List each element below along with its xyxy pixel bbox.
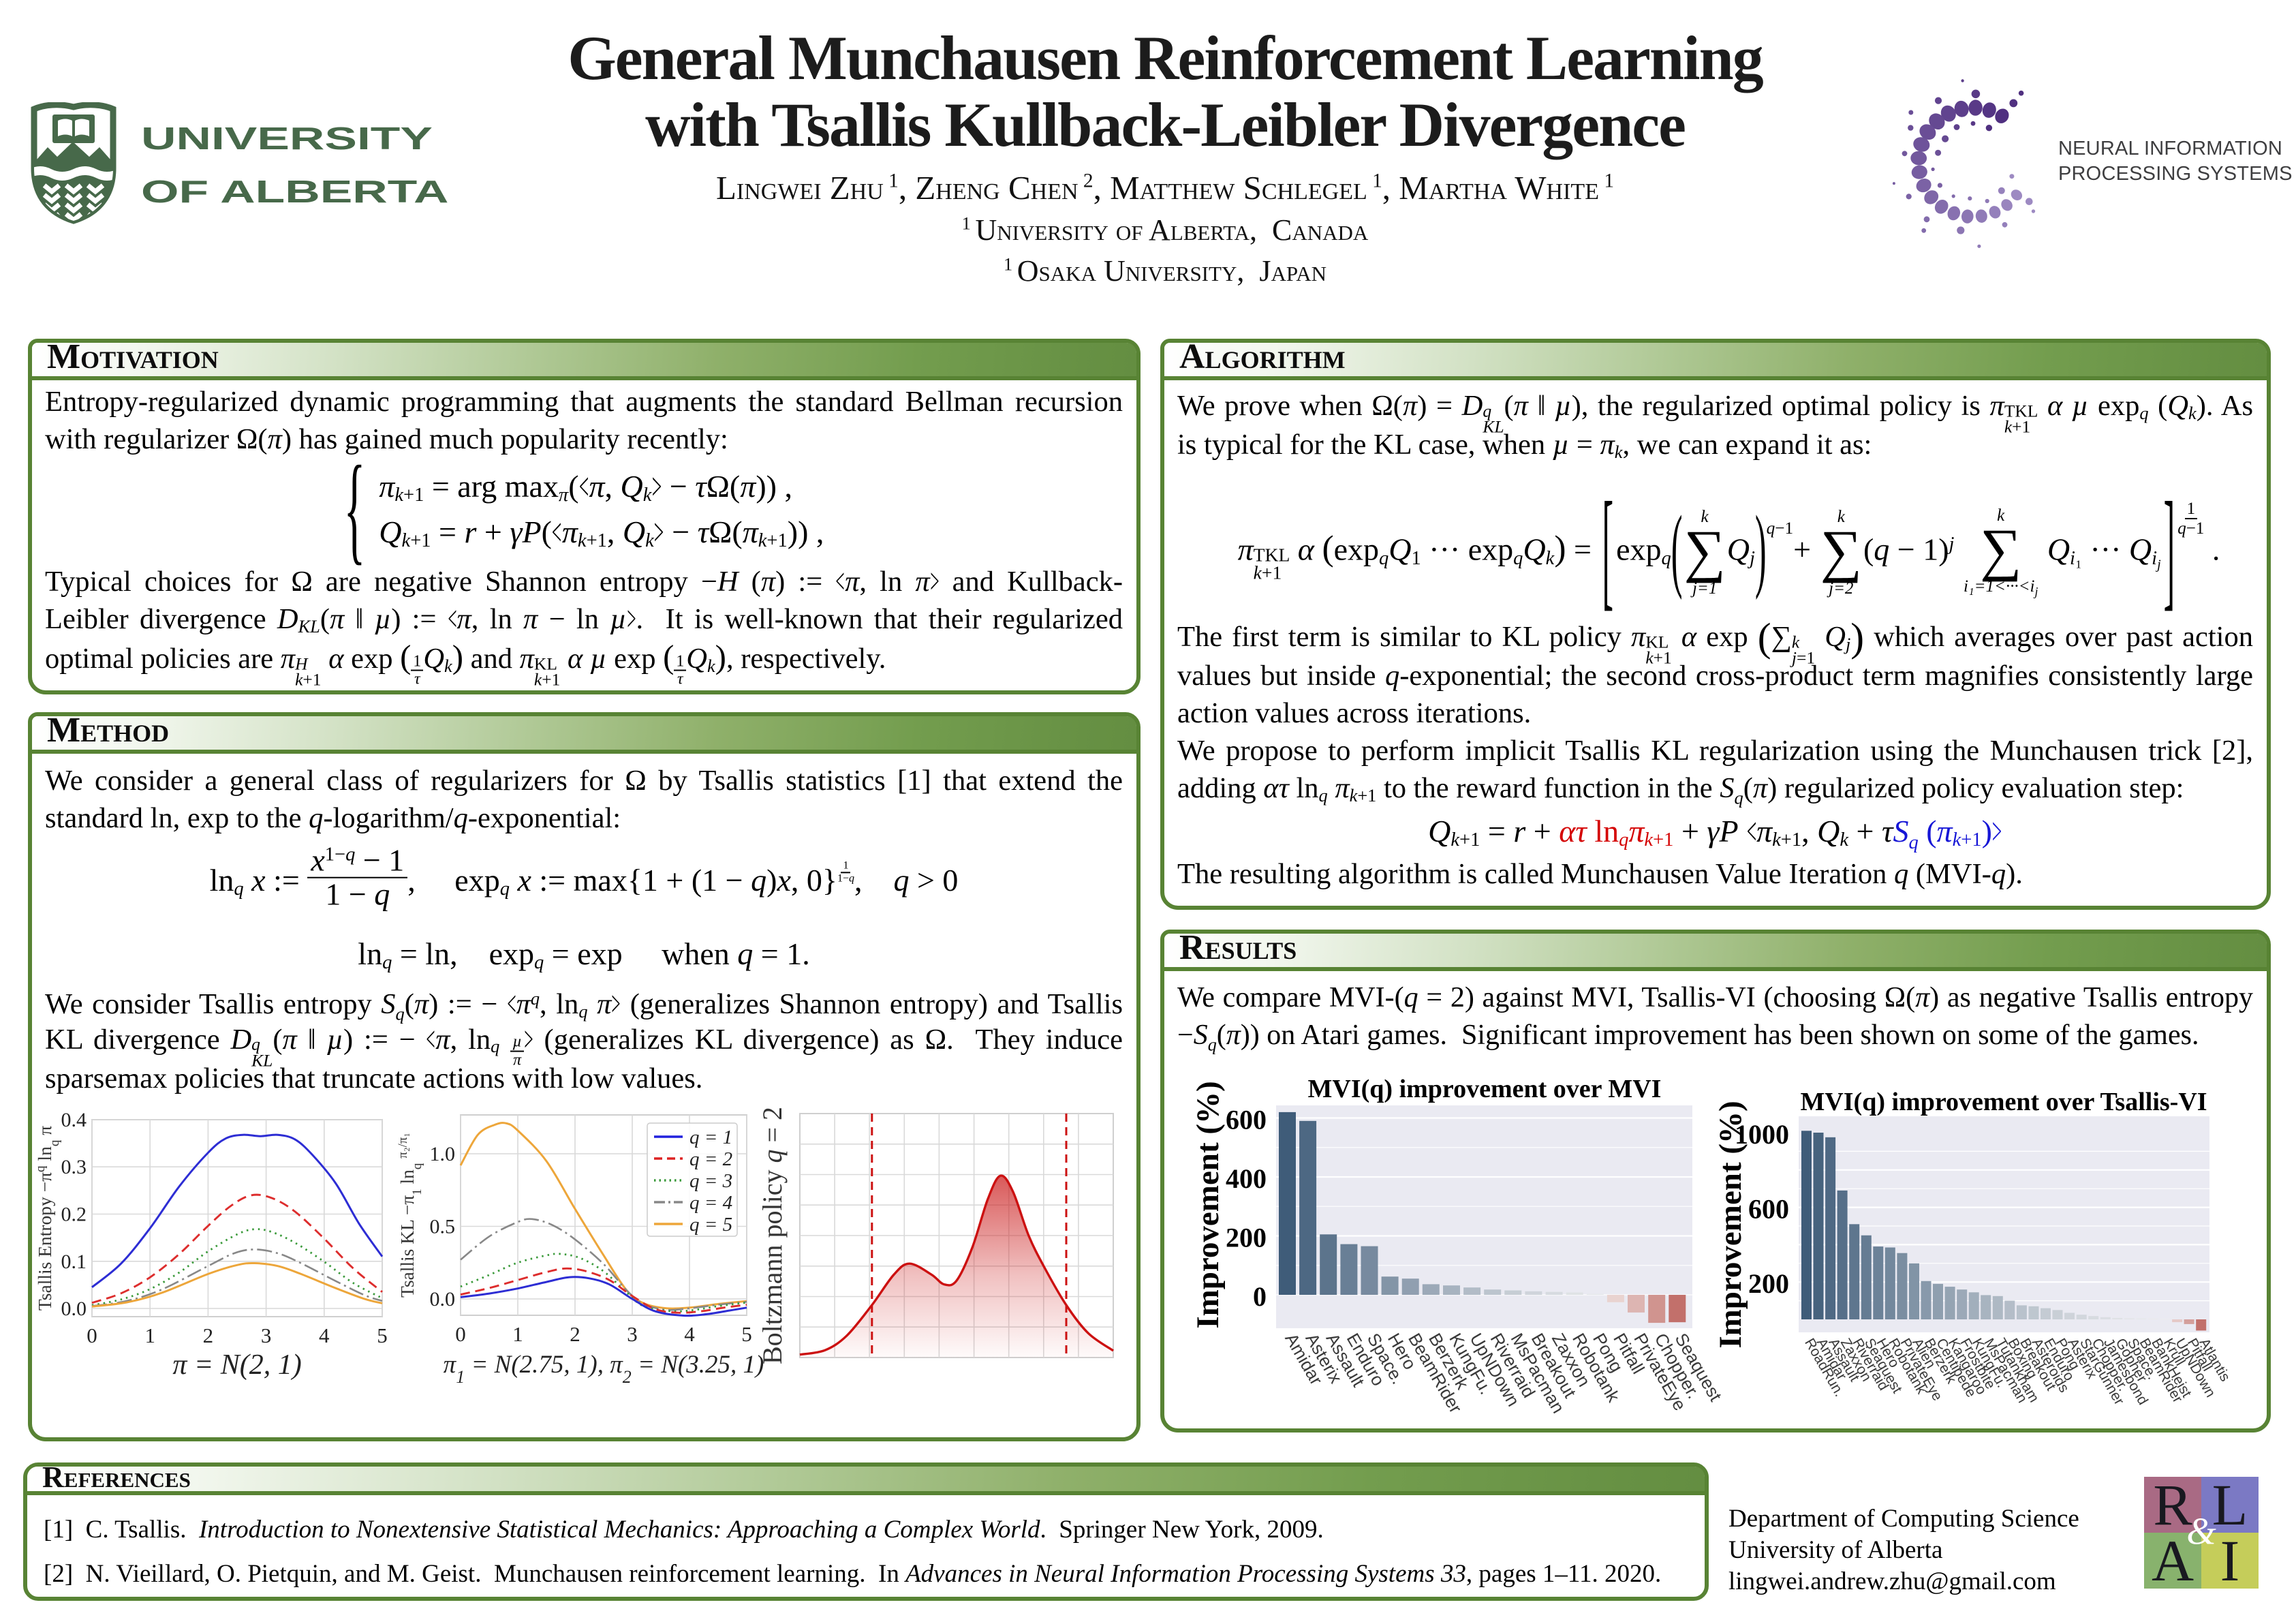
svg-text:600: 600 <box>1226 1105 1267 1135</box>
svg-text:0: 0 <box>455 1322 466 1346</box>
svg-text:0: 0 <box>87 1323 97 1347</box>
svg-text:4: 4 <box>319 1323 330 1347</box>
svg-text:MVI(q) improvement over MVI: MVI(q) improvement over MVI <box>1308 1075 1662 1103</box>
svg-text:2: 2 <box>570 1322 580 1346</box>
svg-text:0.4: 0.4 <box>61 1109 87 1131</box>
svg-text:3: 3 <box>627 1322 638 1346</box>
svg-text:2: 2 <box>203 1323 214 1347</box>
svg-text:0: 0 <box>1253 1281 1267 1312</box>
svg-text:π = N(2, 1): π = N(2, 1) <box>172 1349 301 1381</box>
svg-text:1: 1 <box>144 1323 155 1347</box>
svg-text:Tsallis KL −π1 lnq π₂/π₁: Tsallis KL −π1 lnq π₂/π₁ <box>396 1133 424 1298</box>
svg-text:MVI(q) improvement over Tsalli: MVI(q) improvement over Tsallis-VI <box>1800 1088 2207 1116</box>
svg-text:0.0: 0.0 <box>61 1298 87 1320</box>
svg-text:4: 4 <box>684 1322 695 1346</box>
svg-text:q = 2: q = 2 <box>689 1148 732 1170</box>
svg-text:3: 3 <box>261 1323 272 1347</box>
svg-text:q = 5: q = 5 <box>689 1214 732 1236</box>
svg-text:400: 400 <box>1226 1163 1267 1194</box>
svg-text:q = 3: q = 3 <box>689 1170 732 1192</box>
svg-text:π1 = N(2.75, 1), π2 = N(3.25,: π1 = N(2.75, 1), π2 = N(3.25, 1) <box>444 1351 764 1387</box>
svg-text:200: 200 <box>1748 1268 1789 1299</box>
svg-text:Tsallis Entropy −πq lnq π: Tsallis Entropy −πq lnq π <box>33 1126 62 1311</box>
svg-text:Improvement (%): Improvement (%) <box>1190 1081 1226 1328</box>
svg-text:PROCESSING SYSTEMS: PROCESSING SYSTEMS <box>2058 163 2293 185</box>
svg-text:200: 200 <box>1226 1223 1267 1253</box>
svg-text:q = 1: q = 1 <box>689 1127 732 1148</box>
svg-text:q = 4: q = 4 <box>689 1192 732 1214</box>
svg-text:5: 5 <box>377 1323 388 1347</box>
svg-text:5: 5 <box>741 1322 752 1346</box>
svg-text:Boltzmann policy q = 2: Boltzmann policy q = 2 <box>757 1107 788 1364</box>
svg-text:0.3: 0.3 <box>61 1156 87 1178</box>
svg-text:1000: 1000 <box>1735 1119 1789 1150</box>
svg-text:600: 600 <box>1748 1194 1789 1225</box>
svg-text:NEURAL INFORMATION: NEURAL INFORMATION <box>2058 138 2282 159</box>
svg-text:1: 1 <box>512 1322 523 1346</box>
svg-text:0.2: 0.2 <box>61 1204 87 1226</box>
svg-text:0.0: 0.0 <box>430 1288 456 1311</box>
svg-text:0.1: 0.1 <box>61 1251 87 1273</box>
svg-text:Improvement (%): Improvement (%) <box>1713 1101 1748 1348</box>
svg-text:0.5: 0.5 <box>430 1216 456 1238</box>
svg-text:1.0: 1.0 <box>430 1143 456 1165</box>
